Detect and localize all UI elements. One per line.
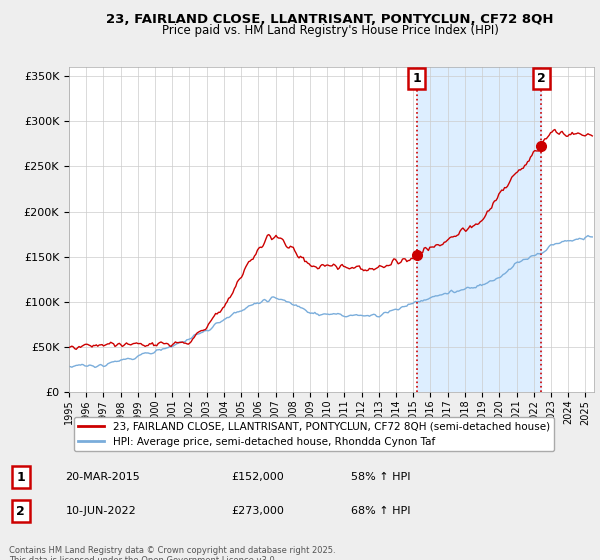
Text: £152,000: £152,000 — [232, 472, 284, 482]
Legend: 23, FAIRLAND CLOSE, LLANTRISANT, PONTYCLUN, CF72 8QH (semi-detached house), HPI:: 23, FAIRLAND CLOSE, LLANTRISANT, PONTYCL… — [74, 417, 554, 451]
Text: 1: 1 — [16, 470, 25, 484]
Text: 58% ↑ HPI: 58% ↑ HPI — [350, 472, 410, 482]
Text: Contains HM Land Registry data © Crown copyright and database right 2025.
This d: Contains HM Land Registry data © Crown c… — [9, 546, 335, 560]
Bar — [417, 67, 541, 392]
Text: 20-MAR-2015: 20-MAR-2015 — [65, 472, 140, 482]
Text: 68% ↑ HPI: 68% ↑ HPI — [350, 506, 410, 516]
Text: 2: 2 — [537, 72, 546, 85]
Text: 1: 1 — [412, 72, 421, 85]
Text: 23, FAIRLAND CLOSE, LLANTRISANT, PONTYCLUN, CF72 8QH: 23, FAIRLAND CLOSE, LLANTRISANT, PONTYCL… — [106, 13, 554, 26]
Text: 2: 2 — [16, 505, 25, 517]
Text: 10-JUN-2022: 10-JUN-2022 — [65, 506, 136, 516]
Text: £273,000: £273,000 — [232, 506, 284, 516]
Text: Price paid vs. HM Land Registry's House Price Index (HPI): Price paid vs. HM Land Registry's House … — [161, 24, 499, 38]
